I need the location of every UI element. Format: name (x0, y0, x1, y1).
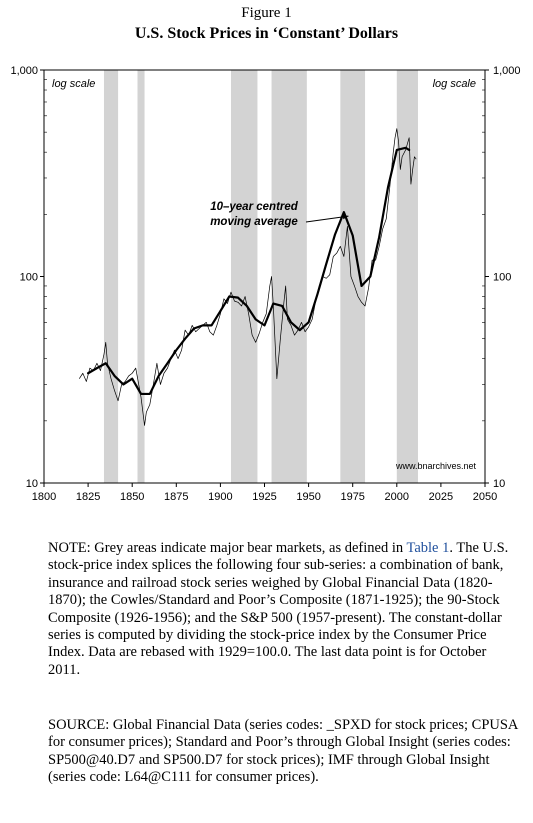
x-tick-label-1975: 1975 (340, 491, 364, 503)
figure-title: U.S. Stock Prices in ‘Constant’ Dollars (134, 25, 399, 42)
bear-market-band-5 (340, 70, 366, 483)
bear-market-band-4 (271, 70, 307, 483)
annotation-arrowhead (342, 214, 349, 220)
x-tick-label-2025: 2025 (429, 491, 453, 503)
bear-market-band-6 (396, 70, 418, 483)
x-tick-label-1925: 1925 (252, 491, 276, 503)
moving-average-line (86, 146, 411, 396)
note-prefix: NOTE: Grey areas indicate major bear mar… (48, 540, 404, 556)
figure-label: Figure 1 (241, 5, 292, 21)
series-lines (78, 128, 417, 426)
y-tick-label-left-10: 10 (26, 478, 38, 490)
source-paragraph: SOURCE: Global Financial Data (series co… (48, 717, 518, 786)
annotation-arrow (305, 215, 349, 223)
note-body: . The U.S. stock-price index splices the… (48, 540, 509, 678)
annotation-line-1: 10–year centred (210, 201, 299, 213)
log-scale-note-left: log scale (52, 78, 95, 90)
x-tick-label-2000: 2000 (385, 491, 409, 503)
bear-market-band-1 (103, 70, 119, 483)
log-scale-note-right: log scale (433, 78, 476, 90)
table-1-link[interactable]: Table 1 (406, 540, 450, 556)
x-tick-label-1875: 1875 (164, 491, 188, 503)
x-tick-label-2050: 2050 (473, 491, 497, 503)
y-tick-label-right-10: 10 (493, 478, 505, 490)
note-paragraph: NOTE: Grey areas indicate major bear mar… (48, 540, 518, 679)
y-tick-label-left-100: 100 (20, 272, 38, 284)
stock-price-chart: 1800 1825 1850 1875 1900 1925 1950 1975 2000 2025… (10, 65, 520, 503)
x-tick-label-1850: 1850 (120, 491, 144, 503)
y-tick-label-left-1000: 1,000 (10, 65, 38, 77)
y-tick-label-right-1000: 1,000 (493, 65, 521, 77)
x-tick-label-1800: 1800 (32, 491, 56, 503)
x-tick-label-1825: 1825 (76, 491, 100, 503)
y-tick-label-right-100: 100 (493, 272, 511, 284)
x-tick-label-1950: 1950 (296, 491, 320, 503)
watermark: www.bnarchives.net (395, 461, 477, 471)
x-tick-label-1900: 1900 (208, 491, 232, 503)
bear-market-band-2 (137, 70, 145, 483)
axis-ticks: 1800 1825 1850 1875 1900 1925 1950 1975 2000 2025… (10, 65, 520, 503)
bear-market-band-3 (230, 70, 258, 483)
annotation-line-2: moving average (210, 216, 298, 228)
